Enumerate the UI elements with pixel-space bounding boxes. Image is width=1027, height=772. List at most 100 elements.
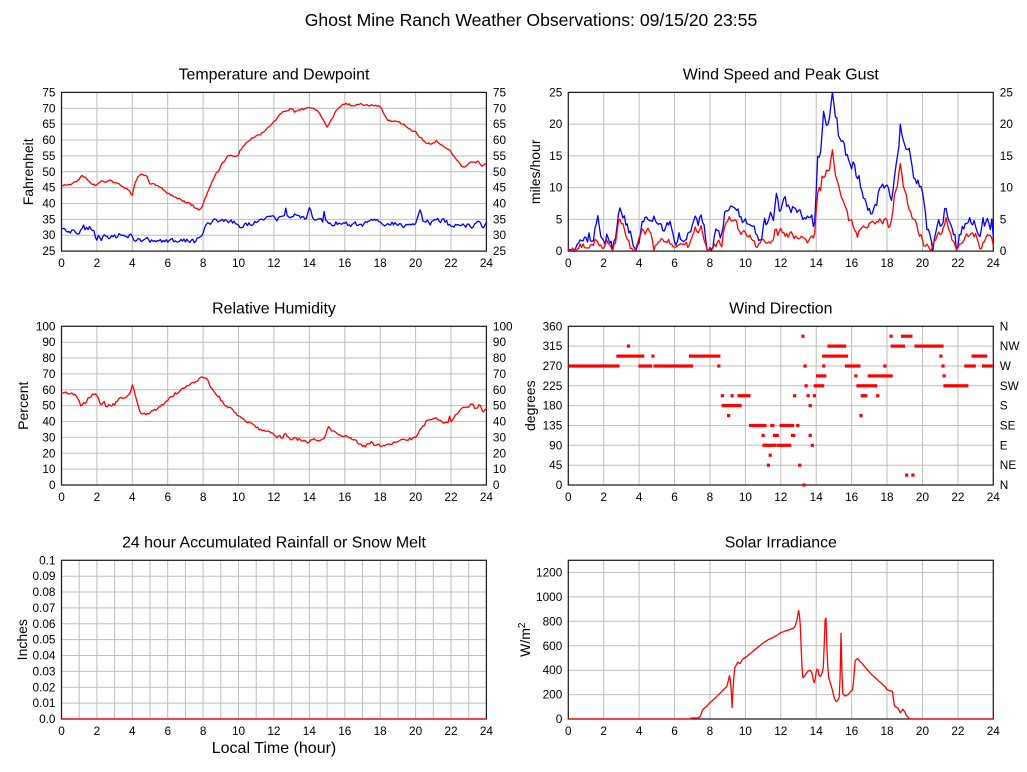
svg-text:2: 2 <box>600 490 607 504</box>
svg-text:NE: NE <box>1000 458 1017 472</box>
svg-text:50: 50 <box>42 165 56 179</box>
svg-text:22: 22 <box>951 256 964 270</box>
svg-text:12: 12 <box>774 256 787 270</box>
svg-text:90: 90 <box>493 335 507 349</box>
svg-text:6: 6 <box>164 256 171 270</box>
svg-text:270: 270 <box>543 359 563 373</box>
svg-text:20: 20 <box>916 724 930 738</box>
svg-text:0: 0 <box>1000 244 1007 258</box>
svg-text:E: E <box>1000 438 1008 452</box>
svg-text:20: 20 <box>409 724 423 738</box>
svg-text:14: 14 <box>810 256 824 270</box>
svg-text:225: 225 <box>543 379 563 393</box>
svg-text:25: 25 <box>42 244 56 258</box>
svg-text:18: 18 <box>374 724 388 738</box>
svg-text:15: 15 <box>1000 149 1014 163</box>
svg-text:Inches: Inches <box>14 619 30 660</box>
svg-text:24: 24 <box>987 490 1001 504</box>
svg-text:45: 45 <box>549 458 563 472</box>
svg-text:800: 800 <box>543 614 563 628</box>
svg-text:40: 40 <box>493 196 507 210</box>
svg-text:NW: NW <box>1000 339 1021 353</box>
svg-text:N: N <box>1000 478 1009 492</box>
svg-text:22: 22 <box>951 490 964 504</box>
svg-text:16: 16 <box>338 490 352 504</box>
svg-text:12: 12 <box>267 490 280 504</box>
svg-text:8: 8 <box>707 490 714 504</box>
svg-text:70: 70 <box>493 101 507 115</box>
svg-text:0.1: 0.1 <box>39 553 55 567</box>
svg-text:18: 18 <box>374 490 388 504</box>
svg-text:50: 50 <box>493 165 507 179</box>
svg-text:0.09: 0.09 <box>33 569 56 583</box>
svg-text:4: 4 <box>129 724 136 738</box>
svg-text:0.04: 0.04 <box>33 649 56 663</box>
svg-text:60: 60 <box>42 383 56 397</box>
svg-text:65: 65 <box>42 117 56 131</box>
svg-text:20: 20 <box>549 117 563 131</box>
svg-text:1200: 1200 <box>536 566 563 580</box>
svg-text:40: 40 <box>42 196 56 210</box>
svg-text:0: 0 <box>565 490 572 504</box>
svg-text:0: 0 <box>556 712 563 726</box>
svg-text:Wind Speed and Peak Gust: Wind Speed and Peak Gust <box>683 67 880 84</box>
svg-text:4: 4 <box>129 256 136 270</box>
svg-text:12: 12 <box>267 724 280 738</box>
svg-text:Ghost Mine Ranch Weather Obser: Ghost Mine Ranch Weather Observations: 0… <box>305 10 758 30</box>
svg-text:14: 14 <box>303 256 317 270</box>
svg-text:6: 6 <box>671 490 678 504</box>
svg-text:24: 24 <box>987 724 1001 738</box>
svg-text:24: 24 <box>480 490 494 504</box>
svg-text:70: 70 <box>42 367 56 381</box>
svg-text:6: 6 <box>164 724 171 738</box>
svg-text:40: 40 <box>493 415 507 429</box>
svg-text:18: 18 <box>880 256 894 270</box>
svg-text:2: 2 <box>600 724 607 738</box>
svg-text:14: 14 <box>303 490 317 504</box>
svg-text:100: 100 <box>493 319 513 333</box>
svg-text:20: 20 <box>916 256 930 270</box>
svg-text:0: 0 <box>565 724 572 738</box>
svg-text:2: 2 <box>94 256 101 270</box>
svg-text:0: 0 <box>49 478 56 492</box>
svg-text:200: 200 <box>543 688 563 702</box>
svg-text:Fahrenheit: Fahrenheit <box>20 138 36 205</box>
svg-text:10: 10 <box>739 256 753 270</box>
svg-text:6: 6 <box>671 724 678 738</box>
svg-text:0.06: 0.06 <box>33 617 56 631</box>
svg-text:16: 16 <box>338 256 352 270</box>
svg-text:Solar Irradiance: Solar Irradiance <box>725 534 837 551</box>
svg-text:90: 90 <box>549 438 563 452</box>
svg-text:2: 2 <box>600 256 607 270</box>
svg-text:50: 50 <box>42 399 56 413</box>
svg-text:10: 10 <box>493 462 507 476</box>
svg-text:12: 12 <box>267 256 280 270</box>
svg-text:SE: SE <box>1000 418 1016 432</box>
svg-text:SW: SW <box>1000 379 1020 393</box>
svg-text:0: 0 <box>556 244 563 258</box>
svg-text:5: 5 <box>556 212 563 226</box>
svg-text:180: 180 <box>543 399 563 413</box>
svg-text:30: 30 <box>42 430 56 444</box>
svg-text:10: 10 <box>549 181 563 195</box>
svg-text:16: 16 <box>845 490 859 504</box>
svg-text:0: 0 <box>565 256 572 270</box>
svg-text:10: 10 <box>232 256 246 270</box>
svg-text:24 hour Accumulated Rainfall o: 24 hour Accumulated Rainfall or Snow Mel… <box>122 534 426 551</box>
svg-text:12: 12 <box>774 490 787 504</box>
svg-text:50: 50 <box>493 399 507 413</box>
svg-text:16: 16 <box>845 256 859 270</box>
svg-text:14: 14 <box>810 490 824 504</box>
svg-text:4: 4 <box>636 724 643 738</box>
svg-text:4: 4 <box>129 490 136 504</box>
svg-text:12: 12 <box>774 724 787 738</box>
svg-text:24: 24 <box>480 256 494 270</box>
svg-text:45: 45 <box>493 181 507 195</box>
svg-text:1000: 1000 <box>536 590 563 604</box>
svg-text:25: 25 <box>1000 85 1014 99</box>
svg-text:55: 55 <box>493 149 507 163</box>
svg-text:22: 22 <box>444 256 457 270</box>
svg-text:24: 24 <box>480 724 494 738</box>
svg-text:135: 135 <box>543 418 563 432</box>
svg-text:10: 10 <box>739 490 753 504</box>
